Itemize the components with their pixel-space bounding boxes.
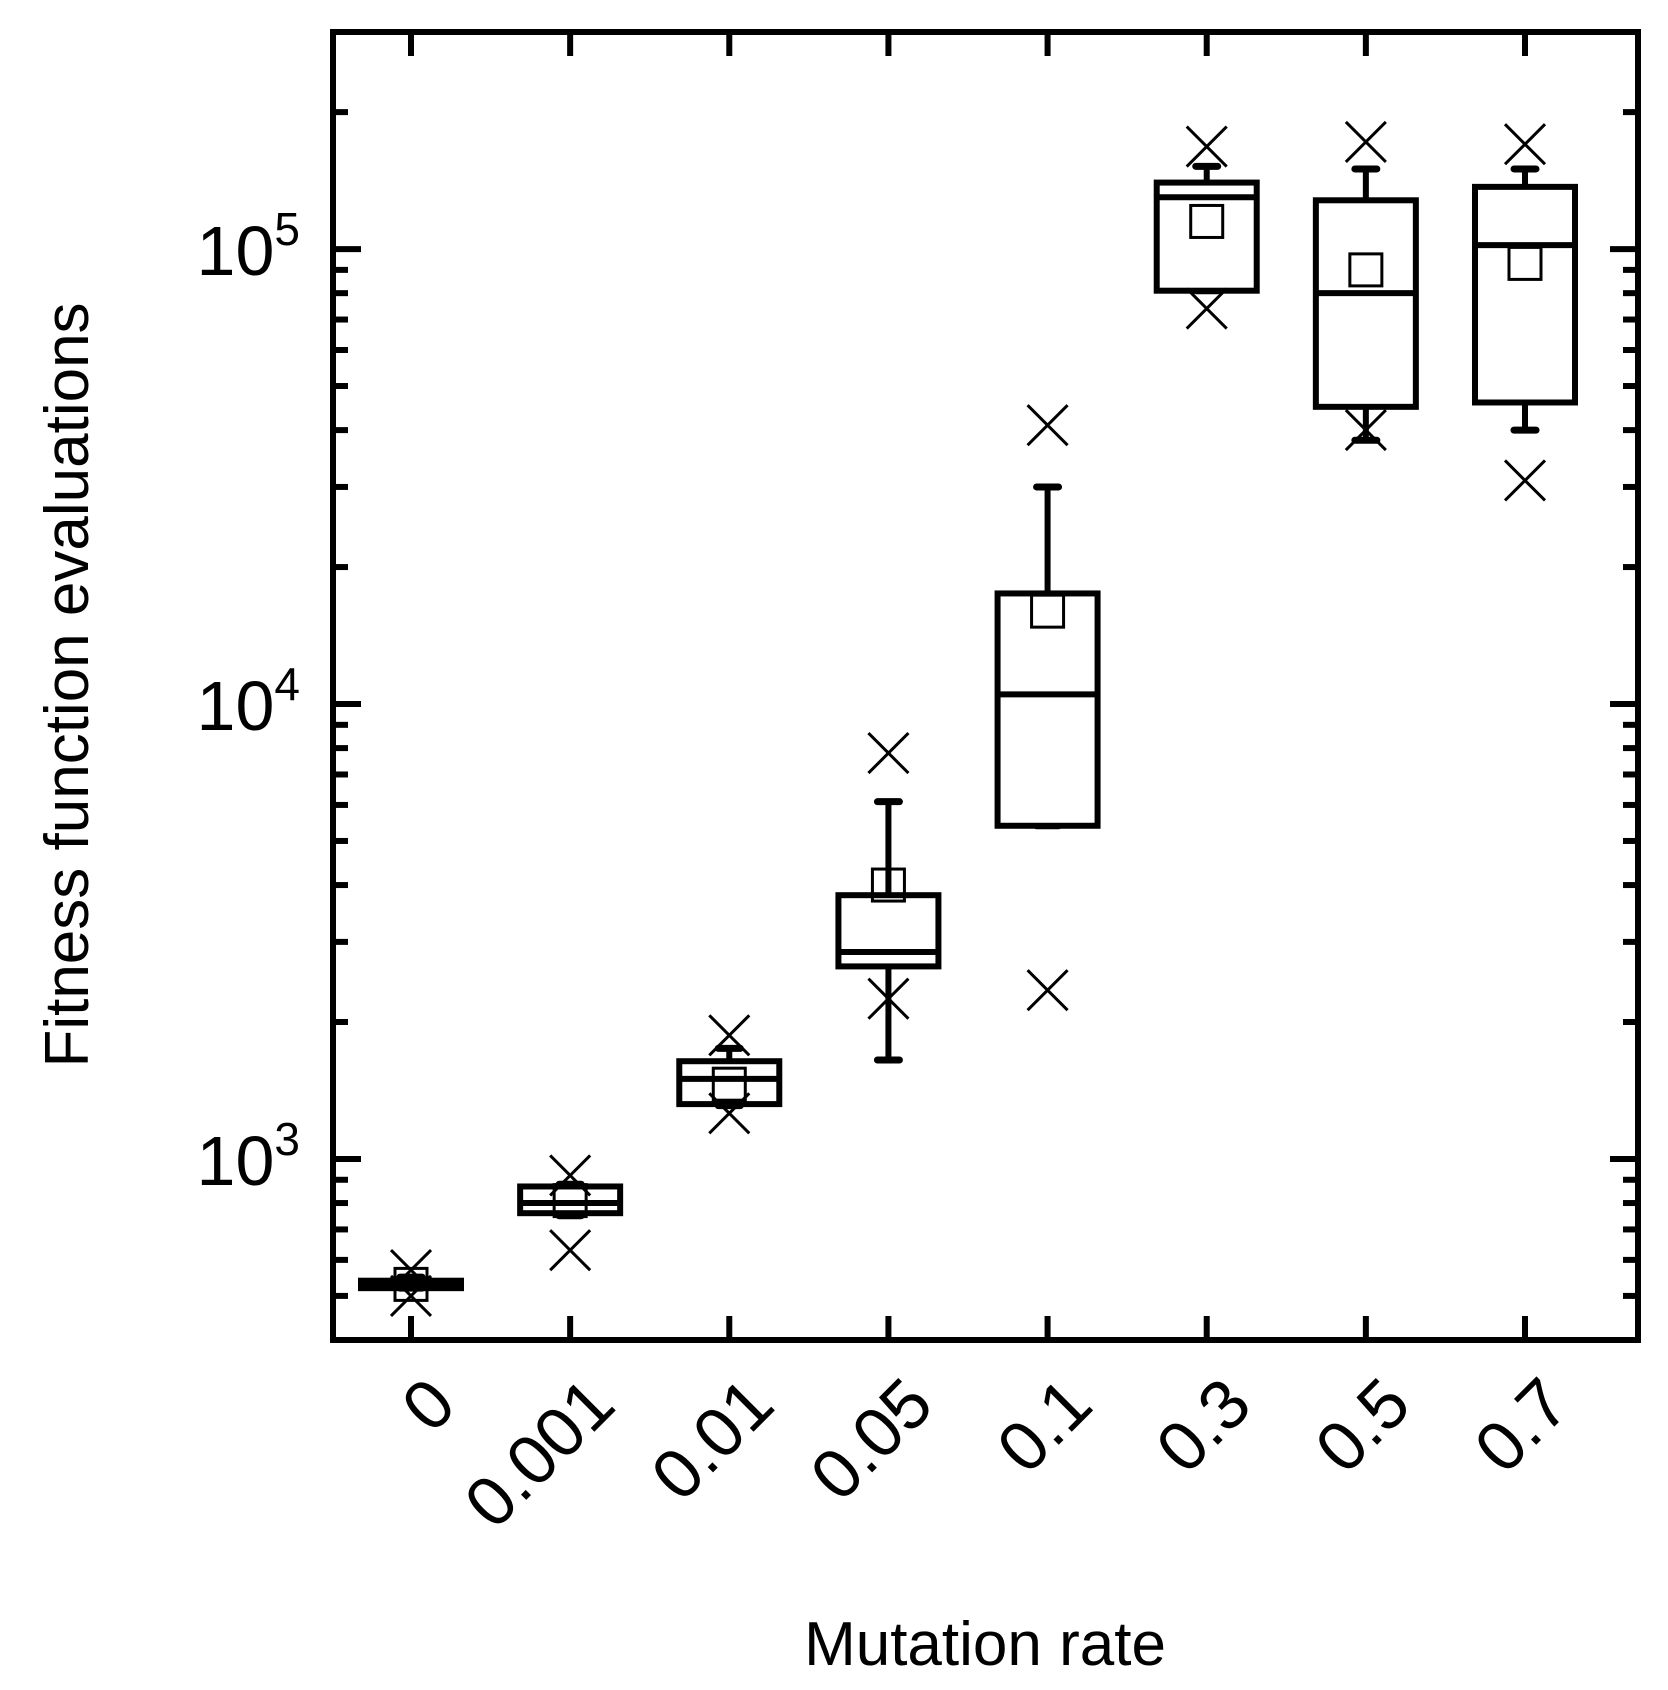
- box-0: [358, 1248, 464, 1317]
- plot-frame: [330, 29, 1641, 1343]
- iqr-box: [835, 892, 942, 970]
- y-tick-label: 104: [197, 658, 300, 745]
- min-max-marker: [1503, 459, 1547, 502]
- x-tick-label: 0.05: [796, 1363, 947, 1514]
- x-tick-label: 0: [387, 1363, 470, 1446]
- y-tick-label: 103: [197, 1113, 300, 1200]
- min-max-marker: [549, 1229, 592, 1272]
- min-max-marker: [549, 1154, 592, 1197]
- iqr-box: [1312, 197, 1419, 410]
- iqr-box: [994, 590, 1101, 829]
- min-max-marker: [389, 1248, 433, 1292]
- mean-marker: [870, 867, 906, 903]
- min-max-marker: [1344, 120, 1387, 163]
- x-axis-label: Mutation rate: [804, 1610, 1166, 1679]
- box-0.001: [517, 1154, 624, 1272]
- min-max-marker: [708, 1092, 751, 1135]
- min-max-marker: [867, 977, 910, 1020]
- min-max-marker: [867, 732, 910, 775]
- box-0.1: [994, 404, 1101, 1012]
- y-tick-label: 105: [197, 203, 300, 290]
- box-series: [358, 120, 1578, 1317]
- x-tick-label: 0.3: [1141, 1363, 1265, 1487]
- axis-ticks: [333, 29, 1638, 1343]
- box-0.3: [1153, 125, 1260, 330]
- x-tick-label: 0.1: [982, 1363, 1106, 1487]
- box-0.05: [835, 732, 942, 1064]
- mean-marker: [1189, 203, 1225, 239]
- y-axis-label: Fitness function evaluations: [33, 302, 102, 1067]
- box-0.01: [676, 1014, 783, 1135]
- y-axis-tick-labels: 103 104 105: [197, 203, 300, 1200]
- min-max-marker: [1503, 123, 1547, 166]
- x-tick-label: 0.7: [1460, 1363, 1584, 1487]
- min-max-marker: [1026, 404, 1069, 447]
- min-max-marker: [708, 1014, 751, 1057]
- x-tick-label: 0.001: [450, 1363, 629, 1542]
- iqr-box: [676, 1058, 783, 1108]
- box-0.5: [1312, 120, 1419, 452]
- x-axis-tick-labels: 00.001 0.01 0.05 0.1 0.3 0.5 0.7: [387, 1363, 1584, 1542]
- min-max-marker: [1344, 409, 1387, 452]
- iqr-box: [1472, 183, 1578, 406]
- mean-marker: [711, 1066, 747, 1102]
- mean-marker: [1348, 252, 1384, 288]
- min-max-marker: [1185, 287, 1228, 330]
- x-tick-label: 0.5: [1300, 1363, 1424, 1487]
- iqr-box: [517, 1183, 624, 1217]
- min-max-marker: [1026, 969, 1069, 1012]
- x-tick-label: 0.01: [636, 1363, 787, 1514]
- box-0.7: [1472, 123, 1578, 502]
- mean-marker: [1507, 245, 1543, 281]
- min-max-marker: [1185, 125, 1228, 168]
- mean-marker: [552, 1183, 588, 1219]
- mean-marker: [1030, 593, 1066, 629]
